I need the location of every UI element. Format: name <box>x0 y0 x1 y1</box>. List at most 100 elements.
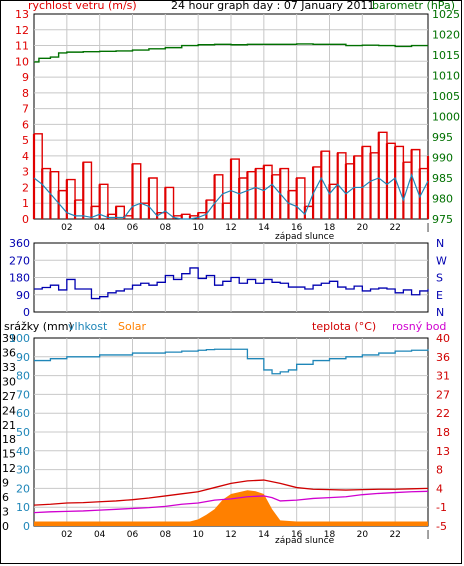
x-tick-label: 12 <box>225 223 236 233</box>
direction-tick-label: 180 <box>9 272 30 285</box>
x-tick-label: 18 <box>324 223 336 233</box>
pressure-tick-label: 1010 <box>432 70 460 83</box>
humidity-tick-label: 100 <box>9 332 30 345</box>
rain-tick-label: 39 <box>2 332 16 345</box>
x-tick-label: 22 <box>389 530 400 540</box>
wind-tick-label: 6 <box>22 118 29 131</box>
temp-tick-label: -1 <box>436 501 447 514</box>
x-tick-mark: | <box>426 223 429 233</box>
pressure-tick-label: 980 <box>432 193 453 206</box>
x-tick-label: 14 <box>258 530 270 540</box>
direction-tick-label: 0 <box>23 306 30 319</box>
compass-tick-label: E <box>436 289 443 302</box>
wind-tick-label: 8 <box>22 87 29 100</box>
x-tick-label: 22 <box>389 223 400 233</box>
x-tick-label: 08 <box>160 530 172 540</box>
rain-tick-label: 21 <box>2 419 16 432</box>
temp-tick-label: 27 <box>436 388 450 401</box>
pressure-tick-label: 995 <box>432 131 453 144</box>
x-tick-label: 04 <box>94 223 106 233</box>
wind-tick-label: 7 <box>22 103 29 116</box>
pressure-line <box>34 43 428 63</box>
compass-tick-label: N <box>436 306 444 319</box>
wind-tick-label: 3 <box>22 166 29 179</box>
humidity-tick-label: 0 <box>23 520 30 533</box>
temp-axis-label: teplota (°C) <box>312 320 376 333</box>
x-tick-mark: | <box>426 530 429 540</box>
rain-tick-label: 33 <box>2 361 16 374</box>
humidity-tick-label: 60 <box>16 407 30 420</box>
rain-axis-label: srážky (mm) <box>4 320 73 333</box>
x-tick-label: 14 <box>258 223 270 233</box>
temp-tick-label: 36 <box>436 351 450 364</box>
x-tick-label: 20 <box>357 530 369 540</box>
temp-tick-label: -5 <box>436 520 447 533</box>
direction-tick-label: 360 <box>9 237 30 250</box>
pressure-tick-label: 1020 <box>432 29 460 42</box>
humidity-tick-label: 30 <box>16 464 30 477</box>
wind-tick-label: 12 <box>15 24 29 37</box>
x-tick-label: 16 <box>291 530 303 540</box>
wind-tick-label: 9 <box>22 71 29 84</box>
humidity-line <box>34 348 429 375</box>
temp-tick-label: 4 <box>436 482 443 495</box>
pressure-tick-label: 1000 <box>432 111 460 124</box>
solar-axis-label: Solar <box>118 320 147 333</box>
humidity-tick-label: 70 <box>16 388 30 401</box>
x-tick-label: 06 <box>127 223 139 233</box>
direction-tick-label: 270 <box>9 254 30 267</box>
wind-tick-label: 4 <box>22 150 29 163</box>
sunset-annotation-bottom: západ slunce <box>275 536 335 546</box>
sunset-annotation-top: západ slunce <box>275 232 335 242</box>
rain-tick-label: 3 <box>2 506 9 519</box>
x-tick-label: 20 <box>357 223 369 233</box>
wind-tick-label: 0 <box>22 213 29 226</box>
temp-tick-label: 13 <box>436 445 450 458</box>
direction-tick-label: 90 <box>16 289 30 302</box>
x-tick-label: 02 <box>61 530 72 540</box>
rain-tick-label: 36 <box>2 346 16 359</box>
rain-tick-label: 9 <box>2 477 9 490</box>
humidity-tick-label: 80 <box>16 370 30 383</box>
temp-tick-label: 40 <box>436 332 450 345</box>
x-tick-label: 12 <box>225 530 236 540</box>
rain-tick-label: 18 <box>2 433 16 446</box>
solar-area <box>34 490 428 526</box>
wind-average-line <box>33 173 429 220</box>
humidity-tick-label: 20 <box>16 482 30 495</box>
wind-tick-label: 13 <box>15 8 29 21</box>
wind-tick-label: 10 <box>15 55 29 68</box>
pressure-tick-label: 985 <box>432 172 453 185</box>
wind-tick-label: 11 <box>15 40 29 53</box>
x-tick-label: 02 <box>61 223 72 233</box>
x-tick-label: 10 <box>192 223 204 233</box>
rain-tick-label: 24 <box>2 404 16 417</box>
chart-title: 24 hour graph day : 07 January 2011 <box>171 0 375 12</box>
x-tick-label: 06 <box>127 530 139 540</box>
compass-tick-label: S <box>436 272 443 285</box>
humidity-tick-label: 40 <box>16 445 30 458</box>
wind-gust-line <box>34 131 429 217</box>
pressure-tick-label: 1005 <box>432 90 460 103</box>
wind-direction-line <box>34 267 429 300</box>
humidity-tick-label: 90 <box>16 351 30 364</box>
x-tick-label: 04 <box>94 530 106 540</box>
rain-tick-label: 6 <box>2 491 9 504</box>
pressure-tick-label: 975 <box>432 213 453 226</box>
rain-tick-label: 27 <box>2 390 16 403</box>
compass-tick-label: N <box>436 237 444 250</box>
pressure-tick-label: 1025 <box>432 8 460 21</box>
temp-tick-label: 31 <box>436 370 450 383</box>
compass-tick-label: W <box>436 254 447 267</box>
pressure-axis-label: barometr (hPa) <box>372 0 455 12</box>
humidity-tick-label: 50 <box>16 426 30 439</box>
x-tick-label: 10 <box>192 530 204 540</box>
pressure-tick-label: 990 <box>432 152 453 165</box>
wind-tick-label: 2 <box>22 181 29 194</box>
temp-tick-label: 8 <box>436 464 443 477</box>
rain-tick-label: 0 <box>2 520 9 533</box>
x-tick-label: 18 <box>324 530 336 540</box>
temp-tick-label: 22 <box>436 407 450 420</box>
